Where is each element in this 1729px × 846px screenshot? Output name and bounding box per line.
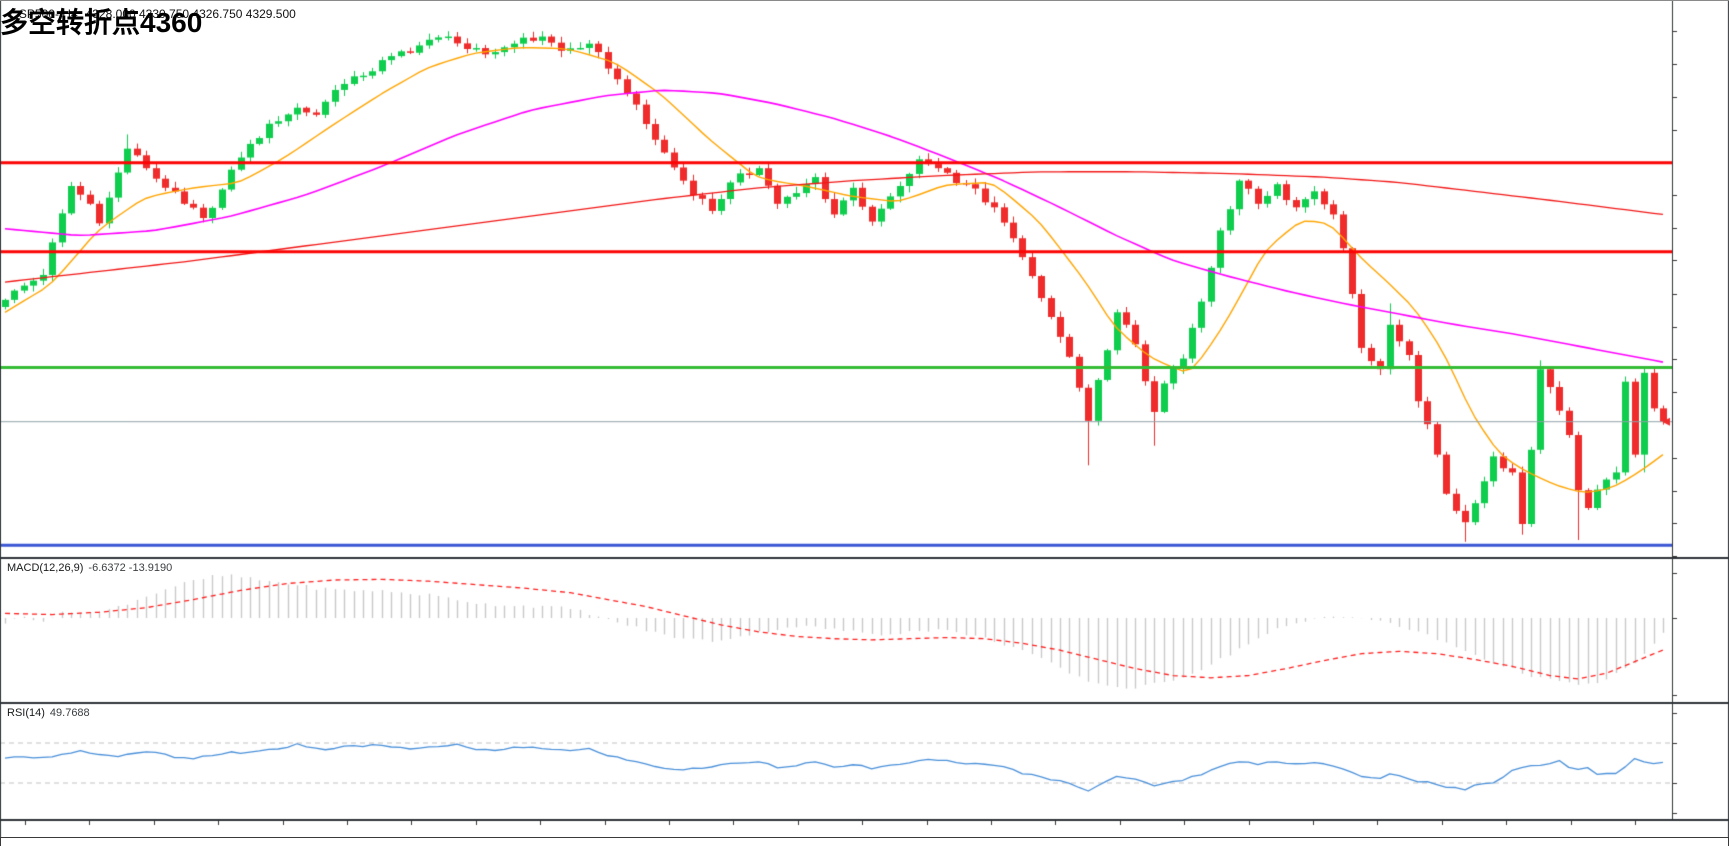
rsi-params: RSI(14) — [7, 707, 45, 719]
rsi-value: 49.7688 — [49, 707, 90, 719]
symbol-ohlc-label: ▼ SP500-,H4 4328.000 4330.750 4326.750 432… — [6, 7, 296, 21]
symbol-quotes: 4328.000 4330.750 4326.750 4329.500 — [85, 7, 296, 21]
collapse-indicator-icon[interactable]: ▼ — [6, 10, 14, 19]
macd-indicator-label: MACD(12,26,9) -6.6372 -13.9190 — [7, 562, 172, 574]
rsi-indicator-label: RSI(14) 49.7688 — [7, 707, 90, 719]
chart-text-annotation: 多空转折点4360 — [0, 7, 203, 38]
symbol-name: SP500-,H4 — [18, 7, 78, 21]
macd-params: MACD(12,26,9) — [7, 562, 84, 574]
macd-values: -6.6372 -13.9190 — [88, 562, 173, 574]
